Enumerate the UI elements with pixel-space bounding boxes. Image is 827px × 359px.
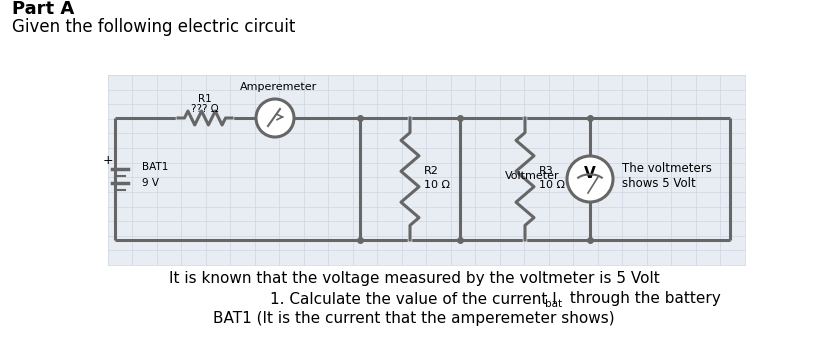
Circle shape: [566, 156, 612, 202]
Text: Given the following electric circuit: Given the following electric circuit: [12, 18, 295, 36]
Text: through the battery: through the battery: [564, 292, 719, 307]
Text: shows 5 Volt: shows 5 Volt: [621, 177, 695, 191]
Text: bat: bat: [544, 299, 562, 309]
Text: R1: R1: [198, 94, 212, 104]
Text: The voltmeters: The voltmeters: [621, 163, 711, 176]
Text: 10 Ω: 10 Ω: [538, 180, 564, 190]
Text: BAT1: BAT1: [141, 162, 168, 172]
Text: Voltmeter: Voltmeter: [504, 171, 559, 181]
Text: ??? Ω: ??? Ω: [191, 104, 218, 114]
Text: Part A: Part A: [12, 0, 74, 18]
Text: BAT1 (It is the current that the amperemeter shows): BAT1 (It is the current that the amperem…: [213, 312, 614, 326]
Text: 9 V: 9 V: [141, 178, 159, 188]
Text: R2: R2: [423, 166, 438, 176]
Circle shape: [256, 99, 294, 137]
Text: V: V: [583, 167, 595, 182]
Text: +: +: [103, 154, 113, 168]
Text: R3: R3: [538, 166, 553, 176]
Text: 1. Calculate the value of the current I: 1. Calculate the value of the current I: [270, 292, 556, 307]
Text: 10 Ω: 10 Ω: [423, 180, 449, 190]
Bar: [108, 75, 744, 265]
Text: It is known that the voltage measured by the voltmeter is 5 Volt: It is known that the voltage measured by…: [169, 271, 658, 286]
Text: Amperemeter: Amperemeter: [240, 82, 318, 92]
